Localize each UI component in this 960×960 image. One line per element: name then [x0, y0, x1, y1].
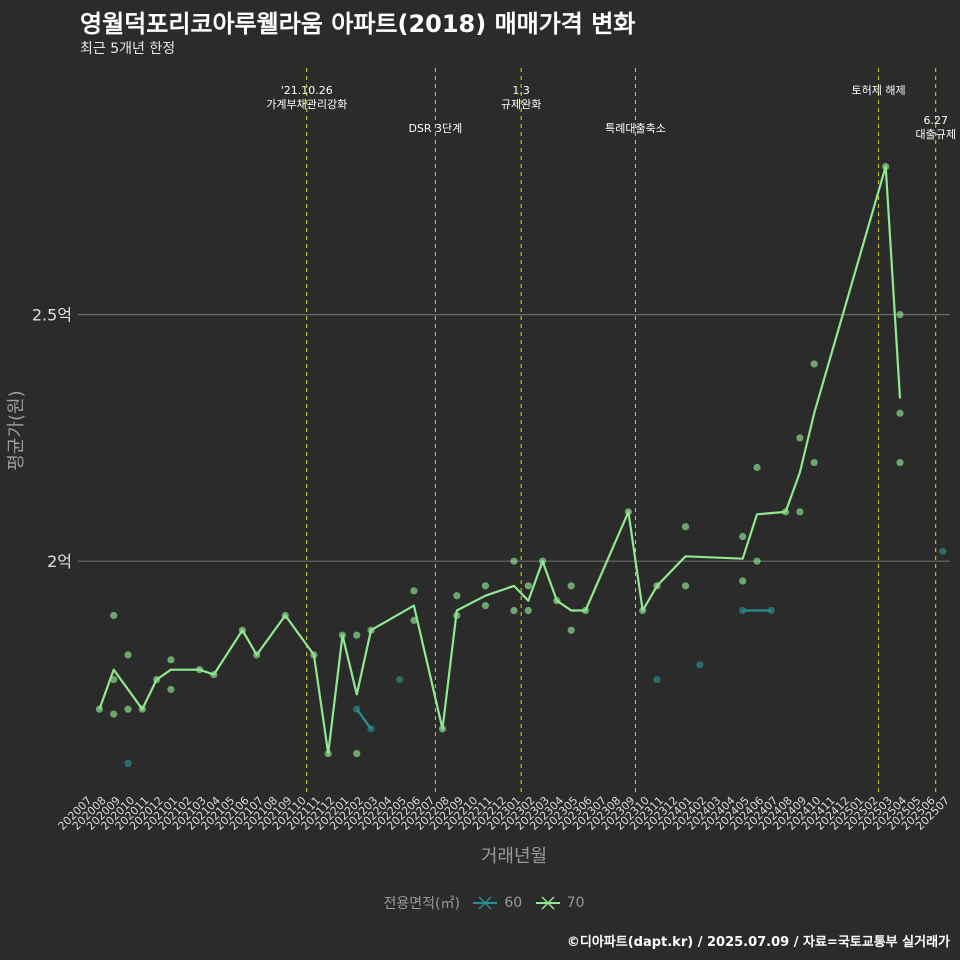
event-annotation: 1.3 규제완화 — [501, 84, 541, 111]
event-annotation-line: 규제완화 — [501, 98, 541, 111]
data-point-70 — [324, 749, 332, 758]
legend-label-60: 60 — [504, 895, 523, 911]
event-annotation: DSR 3단계 — [408, 122, 462, 135]
data-point-70 — [410, 587, 418, 595]
data-point-70 — [210, 671, 218, 679]
data-point-70 — [681, 523, 690, 531]
data-point-60 — [739, 606, 747, 615]
legend-swatch-70 — [535, 896, 560, 910]
data-point-70 — [453, 592, 461, 600]
data-point-70 — [753, 463, 761, 472]
data-point-70 — [796, 508, 804, 516]
data-point-70 — [481, 582, 490, 590]
data-point-70 — [410, 616, 418, 624]
event-annotation-line: 가계부채관리강화 — [266, 98, 347, 111]
data-point-70 — [567, 626, 575, 634]
data-point-70 — [810, 458, 818, 467]
event-annotation: 특례대출축소 — [605, 122, 666, 135]
data-point-70 — [110, 675, 118, 684]
data-point-70 — [510, 606, 518, 615]
data-point-70 — [653, 582, 661, 590]
data-point-70 — [538, 557, 547, 565]
data-point-70 — [124, 705, 132, 713]
event-annotation-line: 6.27 — [923, 114, 948, 127]
data-point-70 — [524, 606, 532, 615]
series-line-70 — [98, 165, 902, 755]
source-caption: ©디아파트(dapt.kr) / 2025.07.09 / 자료=국토교통부 실… — [566, 935, 950, 950]
y-tick-label: 2.5억 — [32, 306, 72, 325]
data-point-70 — [553, 597, 561, 605]
data-point-70 — [338, 631, 347, 639]
data-point-70 — [353, 749, 361, 758]
event-annotation: '21.10.26 가계부채관리강화 — [266, 84, 347, 111]
data-point-60 — [767, 606, 775, 615]
data-point-60 — [653, 675, 661, 684]
data-point-70 — [624, 508, 632, 516]
legend-item-70: 70 — [535, 895, 585, 911]
data-point-70 — [782, 508, 790, 516]
legend-label-70: 70 — [566, 895, 585, 911]
data-point-70 — [95, 705, 104, 713]
data-point-70 — [739, 532, 747, 541]
data-point-70 — [639, 606, 647, 615]
event-annotation-line: 토허제 해제 — [851, 83, 905, 97]
legend-title: 전용면적(㎡) — [383, 896, 460, 912]
data-point-70 — [253, 651, 261, 659]
data-point-70 — [581, 606, 590, 615]
data-point-60 — [124, 759, 132, 768]
data-point-60 — [939, 547, 947, 555]
data-point-60 — [696, 661, 704, 669]
data-point-70 — [110, 611, 118, 620]
data-point-70 — [195, 666, 204, 674]
data-point-70 — [681, 582, 690, 590]
data-point-70 — [238, 626, 246, 634]
data-point-70 — [753, 557, 761, 565]
data-point-70 — [896, 458, 904, 467]
data-point-70 — [153, 675, 161, 684]
data-point-60 — [367, 725, 375, 733]
data-point-70 — [138, 705, 146, 713]
legend-item-60: 60 — [472, 895, 522, 911]
y-axis-title: 평균가(원) — [6, 390, 27, 470]
data-point-70 — [567, 582, 575, 590]
x-axis-title: 거래년월 — [481, 846, 547, 867]
chart-title: 영월덕포리코아루웰라움 아파트(2018) 매매가격 변화 — [80, 10, 636, 38]
data-point-70 — [353, 631, 361, 639]
data-point-70 — [310, 651, 318, 659]
data-point-70 — [896, 409, 904, 417]
event-annotation: 6.27 대출규제 — [915, 114, 955, 141]
data-point-70 — [481, 601, 490, 610]
data-point-70 — [510, 557, 518, 565]
data-point-70 — [896, 310, 904, 319]
event-annotation-line: 특례대출축소 — [605, 122, 666, 135]
legend: 전용면적(㎡) 60 70 — [0, 893, 960, 913]
data-point-70 — [739, 577, 747, 585]
series-line-60 — [355, 708, 372, 730]
data-point-60 — [353, 705, 361, 713]
y-tick-label: 2억 — [47, 552, 72, 571]
event-annotation-line: 1.3 — [512, 84, 530, 97]
data-point-70 — [796, 434, 804, 442]
data-point-70 — [810, 360, 818, 368]
data-point-70 — [281, 611, 289, 620]
data-point-70 — [882, 163, 890, 171]
data-point-70 — [110, 710, 118, 718]
data-point-70 — [167, 685, 175, 694]
event-annotation-line: 대출규제 — [915, 128, 955, 141]
data-point-70 — [367, 626, 375, 634]
data-point-70 — [167, 656, 175, 664]
legend-swatch-60 — [473, 896, 498, 910]
event-annotation-line: DSR 3단계 — [408, 122, 462, 135]
data-point-70 — [124, 651, 132, 659]
data-point-70 — [524, 582, 532, 590]
data-point-70 — [453, 611, 461, 620]
event-annotation: 토허제 해제 — [851, 83, 905, 97]
data-point-60 — [396, 675, 404, 684]
event-annotation-line: '21.10.26 — [281, 84, 333, 97]
data-point-70 — [438, 725, 447, 733]
chart-subtitle: 최근 5개년 한정 — [80, 41, 176, 57]
